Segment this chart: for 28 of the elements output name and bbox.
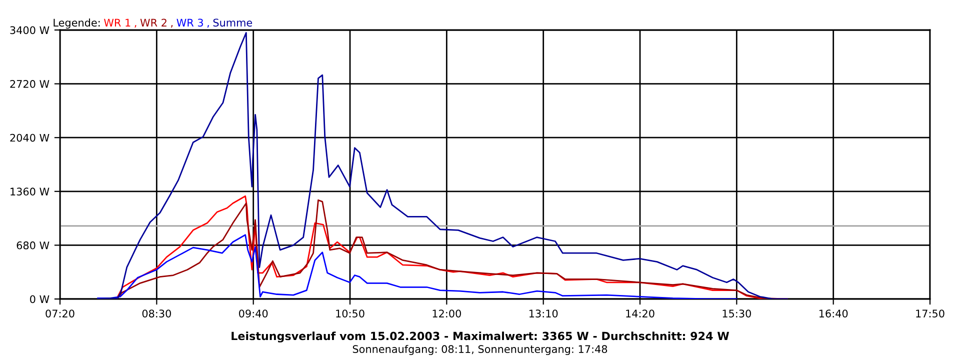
text: , xyxy=(134,25,136,28)
x-tick-label: 16:40 xyxy=(819,310,848,318)
y-tick-label: 2720 W xyxy=(10,80,50,88)
y-tick-label: 1360 W xyxy=(10,188,50,196)
x-tick-label: 07:20 xyxy=(46,310,74,318)
text: Sonnenaufgang: 08:11, Sonnenuntergang: 17:48 xyxy=(352,344,608,356)
x-tick-label: 13:10 xyxy=(529,310,558,318)
text: , xyxy=(207,25,209,28)
x-tick-label: 17:50 xyxy=(916,310,944,318)
x-tick-label: 12:00 xyxy=(432,310,461,318)
text: Leistungsverlauf vom 15.02.2003 - Maximalwert: 3365 W - Durchschnitt: 924 W xyxy=(232,332,730,342)
y-tick-label: 0 W xyxy=(30,295,50,304)
line-series xyxy=(97,32,788,299)
line-series xyxy=(97,234,738,299)
x-tick-label: 08:30 xyxy=(142,310,171,318)
y-tick-label: 680 W xyxy=(16,241,50,250)
y-tick-label: 3400 W xyxy=(10,26,50,34)
x-tick-label: 14:20 xyxy=(626,310,654,318)
text: , xyxy=(171,25,173,28)
text: WR 1 xyxy=(104,18,130,26)
text: WR 3 xyxy=(176,18,203,27)
text: WR 2 xyxy=(140,18,166,26)
x-tick-label: 10:50 xyxy=(336,310,364,318)
legend-title: Legende: xyxy=(54,18,100,29)
y-tick-label: 2040 W xyxy=(10,134,50,142)
x-tick-label: 15:30 xyxy=(722,310,751,318)
x-tick-label: 09:40 xyxy=(239,310,268,318)
series-label: Summe xyxy=(213,18,252,27)
